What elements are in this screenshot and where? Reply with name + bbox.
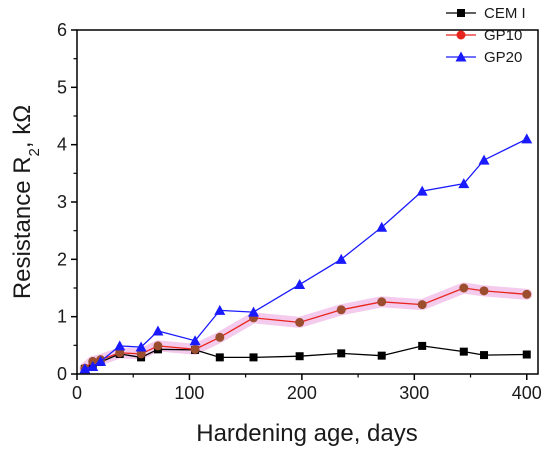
y-axis-title-main: Resistance R <box>9 156 36 299</box>
data-point-gp20 <box>135 341 147 352</box>
data-point-gp20 <box>87 361 99 372</box>
data-point-cem-i <box>295 352 304 361</box>
legend-label: CEM I <box>484 5 526 22</box>
y-tick-label: 3 <box>57 192 67 212</box>
data-point-cem-i <box>480 351 489 360</box>
y-tick-label: 1 <box>57 307 67 327</box>
data-point-gp10 <box>459 283 469 293</box>
y-axis-title-subscript: 2 <box>26 148 43 156</box>
data-point-gp20 <box>294 279 306 290</box>
data-point-gp10 <box>190 344 200 354</box>
data-point-gp10 <box>479 286 489 296</box>
y-tick-label: 5 <box>57 77 67 97</box>
data-point-cem-i <box>377 351 386 360</box>
y-tick-label: 4 <box>57 135 67 155</box>
data-point-gp20 <box>416 185 428 196</box>
data-point-gp20 <box>95 355 107 366</box>
data-point-gp10 <box>295 317 305 327</box>
legend: CEM I GP10 GP20 <box>446 5 526 66</box>
data-point-gp20 <box>114 340 126 351</box>
y-tick-label: 6 <box>57 20 67 40</box>
x-tick-label: 300 <box>399 383 429 403</box>
data-point-gp10 <box>377 297 387 307</box>
y-axis-ticks: 0 1 2 3 4 5 6 <box>57 20 77 384</box>
x-axis-title: Hardening age, days <box>196 420 417 447</box>
data-point-gp20 <box>214 304 226 315</box>
x-tick-label: 100 <box>174 383 204 403</box>
data-point-cem-i <box>522 350 531 359</box>
legend-item-gp20: GP20 <box>446 49 522 66</box>
x-tick-label: 0 <box>72 383 82 403</box>
series-line-cem-i <box>84 345 527 370</box>
data-point-cem-i <box>249 353 258 362</box>
data-point-gp20 <box>376 221 388 232</box>
data-point-gp10 <box>153 341 163 351</box>
y-tick-label: 0 <box>57 364 67 384</box>
legend-label: GP10 <box>484 27 522 44</box>
data-point-gp10 <box>522 289 532 299</box>
y-tick-label: 2 <box>57 249 67 269</box>
legend-label: GP20 <box>484 49 522 66</box>
data-point-cem-i <box>215 353 224 362</box>
data-point-gp20 <box>335 253 347 264</box>
data-point-gp10 <box>215 332 225 342</box>
series-line-gp20 <box>84 138 528 370</box>
series-line-gp10 <box>84 287 527 369</box>
y-axis-title-unit: , kΩ <box>9 105 36 148</box>
data-point-gp20 <box>248 306 260 317</box>
series-gp20 <box>79 133 533 374</box>
data-point-gp20 <box>189 335 201 346</box>
x-axis-ticks: 0 100 200 300 400 <box>72 374 542 403</box>
series-layer <box>79 133 533 374</box>
y-axis-title: Resistance R2, kΩ <box>9 105 43 299</box>
data-point-gp10 <box>136 349 146 359</box>
data-point-gp20 <box>458 178 470 189</box>
x-tick-label: 200 <box>287 383 317 403</box>
legend-marker <box>456 30 466 40</box>
data-point-gp10 <box>115 348 125 358</box>
data-point-cem-i <box>337 349 346 358</box>
legend-marker <box>455 51 467 62</box>
legend-item-gp10: GP10 <box>446 27 522 44</box>
data-point-gp20 <box>478 154 490 165</box>
data-point-gp20 <box>521 133 533 144</box>
x-tick-label: 400 <box>512 383 542 403</box>
data-point-cem-i <box>459 347 468 356</box>
data-point-gp10 <box>336 305 346 315</box>
legend-marker <box>457 9 465 17</box>
series-gp10 <box>80 283 532 373</box>
legend-item-cem-i: CEM I <box>446 5 526 22</box>
data-point-gp10 <box>417 300 427 310</box>
data-point-cem-i <box>418 341 427 350</box>
data-point-gp20 <box>152 325 164 336</box>
